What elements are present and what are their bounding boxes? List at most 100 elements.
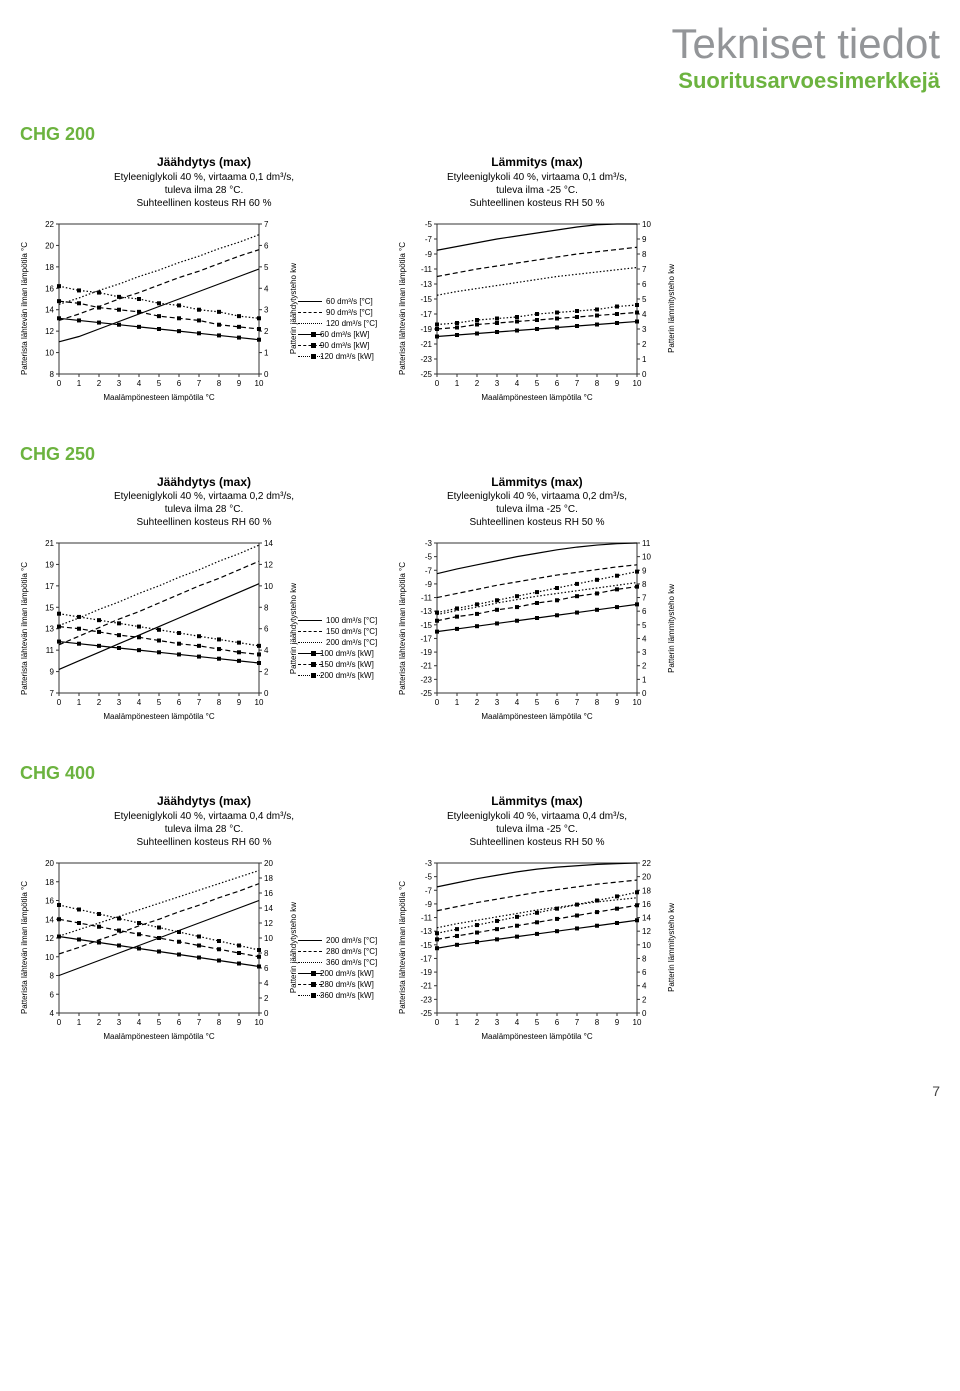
svg-text:16: 16 [45,284,54,293]
svg-text:1: 1 [77,379,82,388]
svg-text:21: 21 [45,539,54,548]
svg-text:1: 1 [264,348,269,357]
legend-item: 200 dm³/s [°C] [298,936,388,945]
svg-text:1: 1 [455,1018,460,1027]
svg-text:Maalämpönesteen lämpötila °C: Maalämpönesteen lämpötila °C [103,1032,214,1041]
chart-subtitle: tuleva ilma 28 °C. [114,503,294,516]
svg-text:6: 6 [555,1018,560,1027]
y2-axis-label: Patterin lämmitysteho kw [667,264,676,353]
section-header-chg200: CHG 200 [20,124,940,145]
chart-block: Lämmitys (max) Etyleeniglykoli 40 %, vir… [398,794,676,1043]
svg-text:9: 9 [615,379,620,388]
chart-title: Lämmitys (max) [447,794,627,810]
svg-text:20: 20 [642,872,651,881]
svg-text:0: 0 [57,379,62,388]
svg-text:14: 14 [264,904,273,913]
svg-text:-21: -21 [420,982,432,991]
svg-text:-7: -7 [425,566,433,575]
svg-text:3: 3 [264,305,269,314]
y2-axis-label: Patterin lämmitysteho kw [667,584,676,673]
chart-subtitle: Etyleeniglykoli 40 %, virtaama 0,1 dm³/s… [447,171,627,184]
svg-text:-13: -13 [420,280,432,289]
y2-axis-label: Patterin jäähdytysteho kw [289,902,298,993]
svg-text:5: 5 [535,379,540,388]
svg-text:6: 6 [264,625,269,634]
svg-text:0: 0 [57,1018,62,1027]
chart-subtitle: Etyleeniglykoli 40 %, virtaama 0,2 dm³/s… [447,490,627,503]
svg-text:4: 4 [264,284,269,293]
y1-axis-label: Patterista lähtevän ilman lämpötila °C [398,881,407,1014]
svg-text:0: 0 [264,689,269,698]
y1-axis-label: Patterista lähtevän ilman lämpötila °C [398,562,407,695]
svg-text:-9: -9 [425,580,433,589]
svg-text:-17: -17 [420,954,432,963]
section-header-chg400: CHG 400 [20,763,940,784]
legend-label: 200 dm³/s [°C] [326,936,377,945]
svg-text:9: 9 [615,1018,620,1027]
svg-text:5: 5 [157,1018,162,1027]
svg-text:7: 7 [50,689,55,698]
svg-text:5: 5 [264,262,269,271]
legend-item: 60 dm³/s [kW] [298,330,388,339]
legend-item: 60 dm³/s [°C] [298,297,388,306]
sections-container: CHG 200 Jäähdytys (max) Etyleeniglykoli … [20,124,940,1043]
svg-text:9: 9 [615,698,620,707]
svg-text:10: 10 [264,934,273,943]
legend-item: 200 dm³/s [kW] [298,969,388,978]
chart-subtitle: Etyleeniglykoli 40 %, virtaama 0,4 dm³/s… [114,810,294,823]
svg-text:9: 9 [642,235,647,244]
svg-text:20: 20 [264,859,273,868]
svg-text:18: 18 [642,886,651,895]
svg-text:3: 3 [495,698,500,707]
svg-text:14: 14 [45,305,54,314]
svg-text:10: 10 [45,953,54,962]
svg-text:12: 12 [45,327,54,336]
svg-text:7: 7 [642,265,647,274]
chart-subtitle: tuleva ilma -25 °C. [447,184,627,197]
page-number: 7 [20,1083,940,1099]
svg-text:2: 2 [475,1018,480,1027]
legend-item: 150 dm³/s [°C] [298,627,388,636]
svg-text:11: 11 [642,539,651,548]
legend-item: 100 dm³/s [kW] [298,649,388,658]
svg-text:5: 5 [535,1018,540,1027]
svg-text:2: 2 [264,668,269,677]
svg-text:-25: -25 [420,370,432,379]
chart-svg: 012345678910-25-23-21-19-17-15-13-11-9-7… [407,853,667,1043]
svg-text:16: 16 [45,896,54,905]
chart-subtitle: tuleva ilma -25 °C. [447,823,627,836]
svg-text:0: 0 [264,1009,269,1018]
legend-label: 100 dm³/s [kW] [320,649,374,658]
svg-text:Maalämpönesteen lämpötila °C: Maalämpönesteen lämpötila °C [103,712,214,721]
y2-axis-label: Patterin lämmitysteho kw [667,903,676,992]
svg-text:8: 8 [642,250,647,259]
svg-text:6: 6 [555,698,560,707]
legend-item: 150 dm³/s [kW] [298,660,388,669]
svg-text:0: 0 [435,379,440,388]
svg-text:4: 4 [642,310,647,319]
y1-axis-label: Patterista lähtevän ilman lämpötila °C [20,562,29,695]
legend-item: 200 dm³/s [kW] [298,671,388,680]
svg-text:-9: -9 [425,900,433,909]
svg-text:3: 3 [117,698,122,707]
svg-text:6: 6 [642,968,647,977]
svg-text:5: 5 [642,621,647,630]
svg-text:10: 10 [633,379,642,388]
svg-text:8: 8 [642,954,647,963]
chart-subtitle: Suhteellinen kosteus RH 50 % [447,516,627,529]
svg-text:6: 6 [555,379,560,388]
svg-text:-11: -11 [421,913,433,922]
svg-text:10: 10 [255,698,264,707]
legend-label: 200 dm³/s [kW] [320,671,374,680]
svg-text:1: 1 [77,1018,82,1027]
svg-text:2: 2 [97,698,102,707]
svg-text:-7: -7 [425,235,433,244]
chart-subtitle: Suhteellinen kosteus RH 60 % [114,197,294,210]
svg-text:1: 1 [455,379,460,388]
svg-text:11: 11 [46,646,55,655]
chart-legend: 100 dm³/s [°C] 150 dm³/s [°C] 200 dm³/s … [298,576,388,680]
svg-text:17: 17 [45,582,54,591]
legend-label: 280 dm³/s [kW] [320,980,374,989]
chart-svg: 01234567891081012141618202201234567Maalä… [29,214,289,404]
svg-text:3: 3 [117,1018,122,1027]
